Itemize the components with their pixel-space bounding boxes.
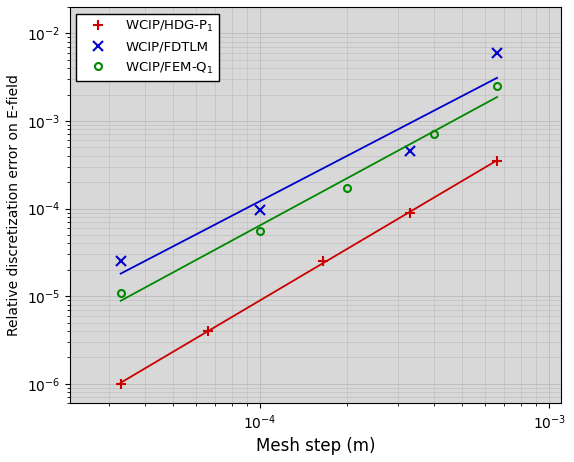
WCIP/FDTLM <box>494 50 501 55</box>
WCIP/FDTLM <box>406 148 413 154</box>
WCIP/HDG-P$_1$ <box>117 381 124 387</box>
WCIP/FDTLM <box>257 208 263 213</box>
Line: WCIP/HDG-P$_1$: WCIP/HDG-P$_1$ <box>116 156 502 389</box>
WCIP/HDG-P$_1$ <box>494 158 501 164</box>
X-axis label: Mesh step (m): Mesh step (m) <box>256 437 375 455</box>
Line: WCIP/FDTLM: WCIP/FDTLM <box>116 48 502 266</box>
WCIP/HDG-P$_1$ <box>204 328 211 334</box>
Line: WCIP/FEM-Q$_1$: WCIP/FEM-Q$_1$ <box>117 83 501 296</box>
WCIP/FEM-Q$_1$ <box>494 83 501 89</box>
WCIP/FEM-Q$_1$ <box>430 132 437 137</box>
Y-axis label: Relative discretization error on E-field: Relative discretization error on E-field <box>7 74 21 336</box>
WCIP/FEM-Q$_1$ <box>344 186 351 191</box>
Legend: WCIP/HDG-P$_1$, WCIP/FDTLM, WCIP/FEM-Q$_1$: WCIP/HDG-P$_1$, WCIP/FDTLM, WCIP/FEM-Q$_… <box>76 13 219 81</box>
WCIP/FEM-Q$_1$ <box>257 229 263 234</box>
WCIP/FEM-Q$_1$ <box>117 290 124 295</box>
WCIP/FDTLM <box>117 259 124 264</box>
WCIP/HDG-P$_1$ <box>406 210 413 215</box>
WCIP/HDG-P$_1$ <box>320 259 327 264</box>
